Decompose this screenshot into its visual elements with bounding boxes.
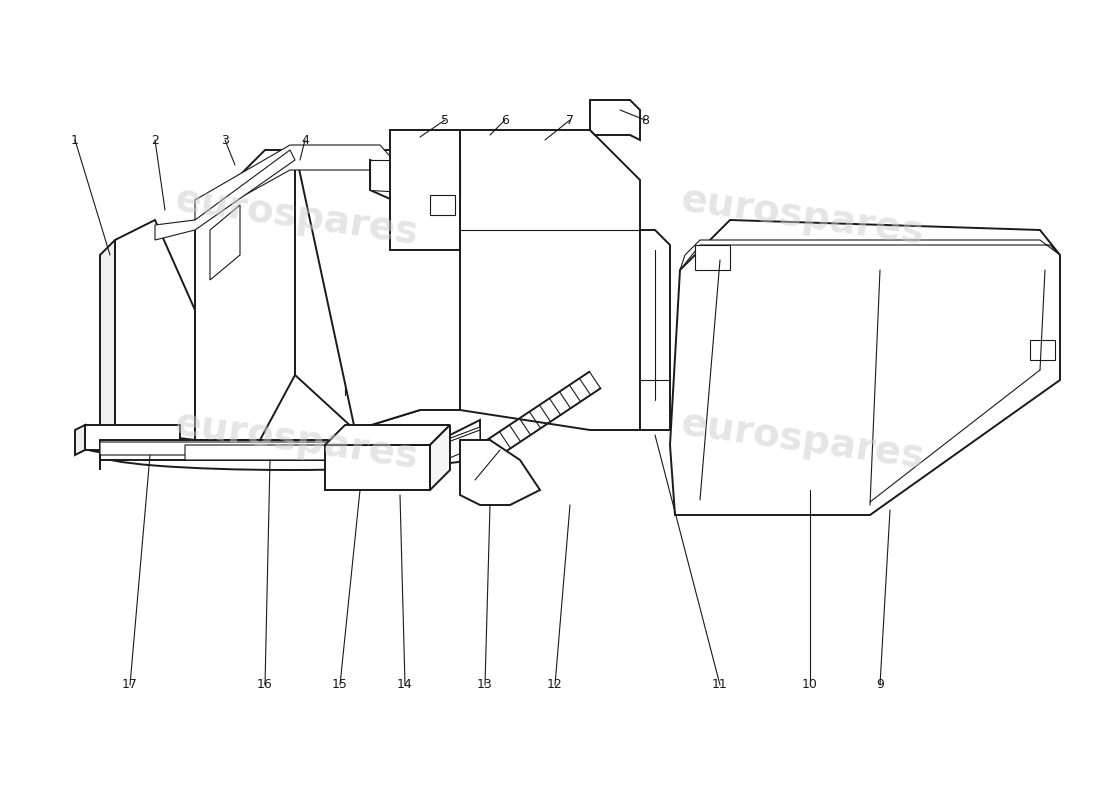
Polygon shape: [370, 160, 460, 195]
Text: 3: 3: [221, 134, 229, 146]
Text: eurospares: eurospares: [173, 404, 421, 476]
Text: 15: 15: [332, 678, 348, 691]
Polygon shape: [390, 130, 460, 250]
Polygon shape: [295, 150, 420, 430]
Text: 4: 4: [301, 134, 309, 146]
Polygon shape: [590, 100, 640, 140]
Polygon shape: [430, 425, 450, 490]
Polygon shape: [430, 195, 455, 215]
Polygon shape: [324, 425, 450, 445]
Text: 10: 10: [802, 678, 818, 691]
Polygon shape: [695, 245, 730, 270]
Polygon shape: [680, 240, 1060, 270]
Text: 16: 16: [257, 678, 273, 691]
Polygon shape: [195, 145, 420, 220]
Polygon shape: [100, 427, 480, 470]
Text: 8: 8: [641, 114, 649, 126]
Polygon shape: [100, 420, 480, 460]
Polygon shape: [324, 445, 430, 490]
Circle shape: [416, 156, 424, 164]
Text: 12: 12: [547, 678, 563, 691]
Text: eurospares: eurospares: [679, 404, 927, 476]
Polygon shape: [370, 160, 460, 230]
Polygon shape: [460, 130, 640, 430]
Polygon shape: [185, 430, 480, 460]
Text: 13: 13: [477, 678, 493, 691]
Text: eurospares: eurospares: [679, 180, 927, 252]
Text: 14: 14: [397, 678, 412, 691]
Polygon shape: [1030, 340, 1055, 360]
Polygon shape: [85, 425, 180, 450]
Text: 17: 17: [122, 678, 138, 691]
Polygon shape: [100, 240, 116, 435]
Text: 6: 6: [502, 114, 509, 126]
Polygon shape: [155, 150, 295, 240]
Polygon shape: [460, 440, 540, 505]
Polygon shape: [210, 205, 240, 280]
Text: 11: 11: [712, 678, 728, 691]
Text: 2: 2: [151, 134, 158, 146]
Polygon shape: [670, 220, 1060, 515]
Polygon shape: [116, 220, 195, 440]
Text: 5: 5: [441, 114, 449, 126]
Text: 1: 1: [72, 134, 79, 146]
Text: 9: 9: [876, 678, 884, 691]
Polygon shape: [195, 150, 295, 440]
Polygon shape: [640, 230, 670, 430]
Polygon shape: [295, 150, 480, 430]
Text: 7: 7: [566, 114, 574, 126]
Polygon shape: [75, 425, 85, 455]
Text: eurospares: eurospares: [173, 180, 421, 252]
